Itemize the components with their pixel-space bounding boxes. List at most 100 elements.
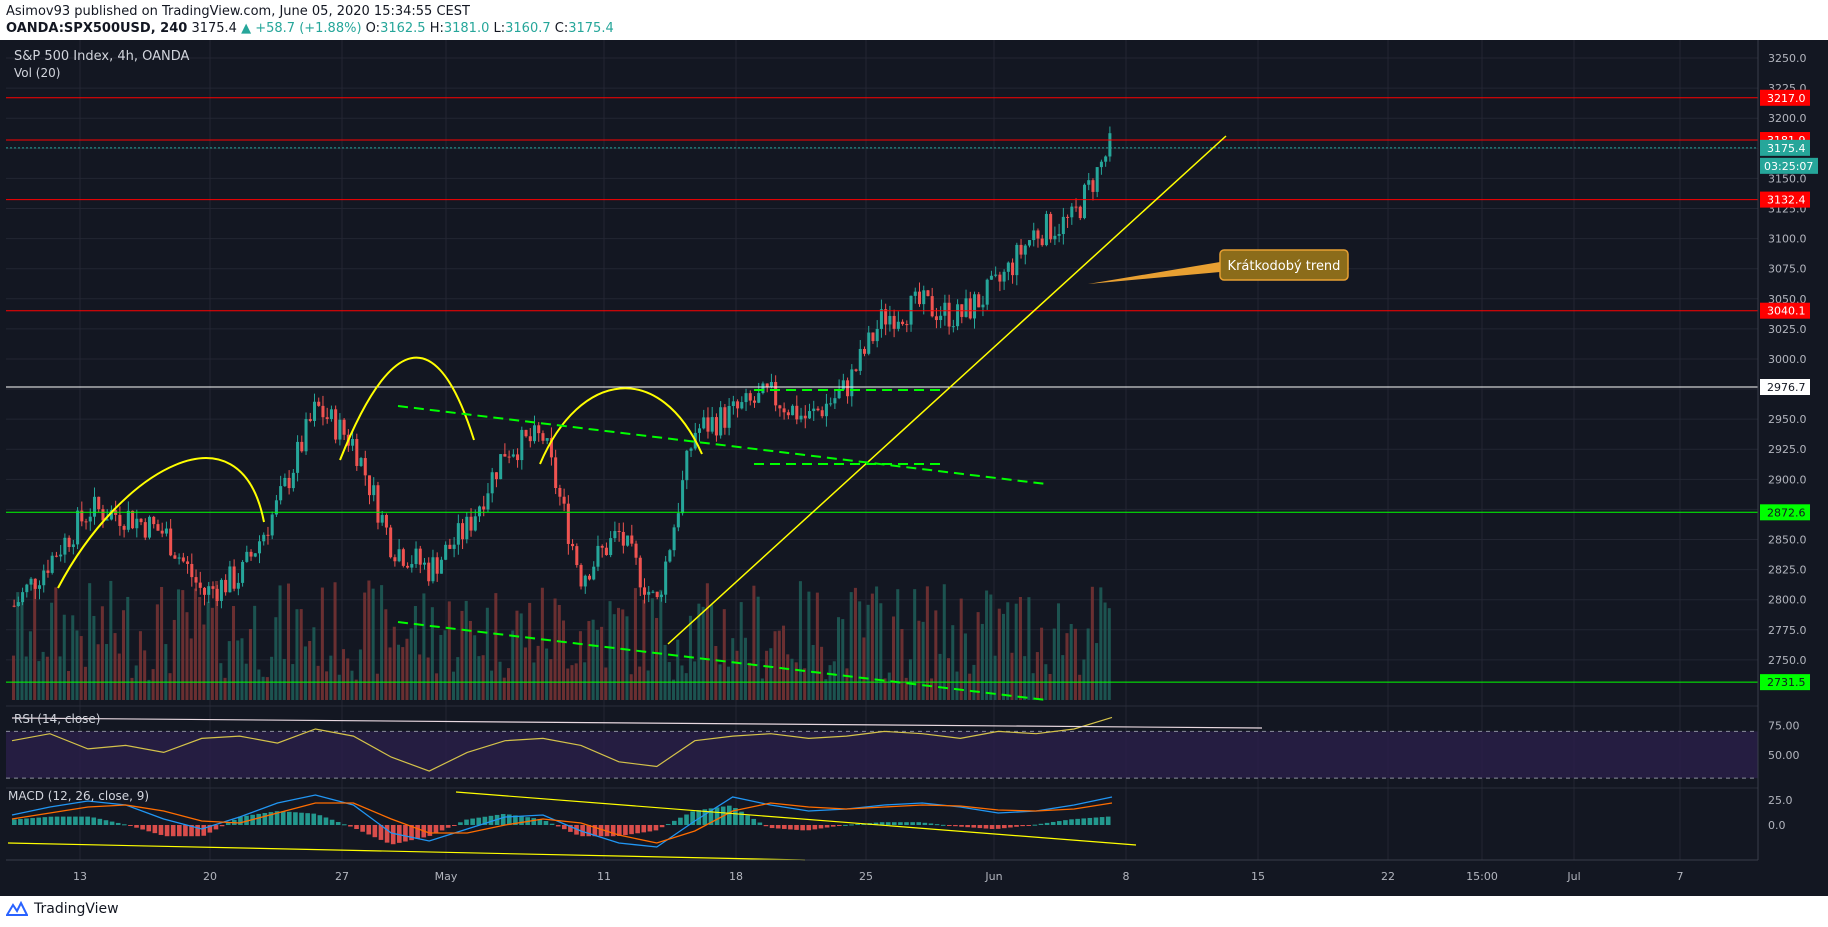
countdown-label: 03:25:07 [1764,160,1813,173]
volume-bar [1031,673,1035,700]
candle-body [854,369,858,371]
brand-label: TradingView [34,901,119,917]
candle-body [799,415,803,420]
volume-bar [215,580,219,700]
volume-bar [1002,613,1006,700]
candle-body [913,291,917,296]
volume-bar [16,592,20,700]
volume-bar [28,631,32,700]
macd-histogram-bar [384,825,390,843]
volume-bar [155,604,159,700]
candle-body [321,405,325,418]
macd-histogram-bar [782,825,787,829]
volume-bar [587,621,591,700]
volume-bar [693,661,697,700]
macd-histogram-bar [598,825,604,837]
volume-bar [477,656,481,700]
volume-bar [908,659,912,700]
volume-bar [447,601,451,700]
candle-body [862,348,867,354]
channel-upper-line [397,405,1047,485]
last-price: 3175.4 [191,21,237,36]
chart-title: S&P 500 Index, 4h, OANDA [14,49,190,64]
price-level-label: 3040.1 [1767,305,1806,318]
rsi-tick-label: 75.00 [1768,720,1800,733]
volume-bar [388,647,392,700]
candle-body [152,516,156,525]
candle-body [473,516,477,531]
volume-bar [295,609,299,700]
candle-body [1044,213,1048,246]
volume-bar [608,601,612,700]
volume-bar [371,588,375,700]
candle-body [401,549,405,566]
macd-histogram-bar [164,825,170,837]
price-label-bg [1760,191,1810,208]
volume-bar [1035,652,1039,700]
candle-body [139,518,143,523]
time-axis: 13 20 27 May 11 18 25 Jun 8 15 22 15:00 Jul 7 [6,859,1758,883]
volume-bar [354,679,358,700]
tradingview-logo[interactable]: TradingView [6,898,119,920]
macd-histogram-bar [757,822,763,825]
macd-histogram-bar [189,825,194,837]
candle-body [296,441,300,473]
macd-histogram-bar [549,823,555,825]
candle-body [600,545,604,548]
volume-bar [1048,673,1052,700]
candle-body [736,401,740,409]
volume-bar [312,627,316,700]
volume-label: Vol (20) [14,66,60,80]
candle-body [710,417,714,432]
candle-body [418,548,422,565]
volume-bar [375,673,379,700]
macd-histogram-bar [60,816,66,825]
candle-body [769,382,773,388]
macd-histogram-bar [629,825,634,835]
macd-histogram-bar [348,825,353,827]
macd-histogram-bar [268,812,274,825]
candle-body [786,412,790,416]
candle-body [300,441,304,452]
volume-bar [270,656,274,700]
volume-bar [1073,628,1077,700]
candle-body [325,417,329,419]
macd-histogram-bar [947,825,952,826]
candle-body [901,321,905,325]
macd-histogram-bar [122,824,127,826]
volume-bar [92,615,96,700]
candle-body [1095,167,1099,192]
volume-bar [1027,597,1031,700]
volume-bar [997,608,1001,700]
candle-body [516,454,520,461]
price-label-bg [1760,139,1810,156]
macd-histogram-bar [812,825,818,830]
volume-bar [896,589,900,700]
macd-histogram-bar [965,825,970,828]
candle-body [97,496,101,510]
chart-canvas[interactable]: 13 20 27 May 11 18 25 Jun 8 15 22 15:00 Jul 7 2750.0 2… [0,40,1828,896]
volume-bar [934,610,938,700]
volume-bar [1052,628,1056,700]
candle-body [672,527,676,551]
candle-body [626,535,630,546]
macd-histogram-bar [617,825,622,836]
candle-body [833,398,837,404]
macd-histogram-bar [959,825,964,827]
volume-bar [494,593,498,700]
candle-body [389,527,393,558]
candle-body [1087,180,1091,185]
volume-bar [1018,596,1022,700]
macd-histogram-bar [702,809,708,825]
volume-bar [83,666,87,700]
volume-bar [41,651,45,700]
volume-bar [189,638,193,700]
candle-body [575,546,579,566]
candle-body [461,523,465,540]
volume-bar [642,599,646,700]
macd-histogram-bar [24,818,29,825]
candle-body [752,400,757,403]
candle-body [977,294,981,308]
candle-body [638,557,642,588]
candle-body [630,535,634,544]
